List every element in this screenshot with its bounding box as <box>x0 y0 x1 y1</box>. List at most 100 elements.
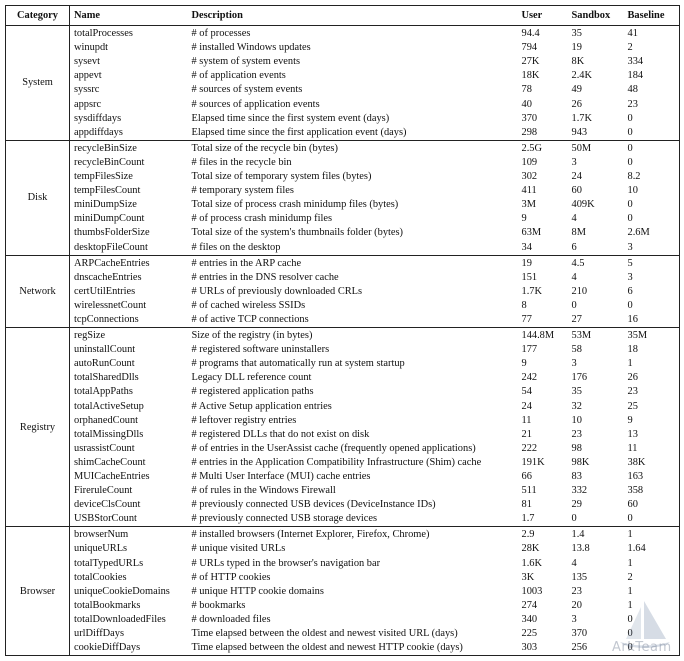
baseline-cell: 0 <box>623 298 680 313</box>
description-cell: # of process crash minidump files <box>191 213 333 225</box>
sandbox-cell: 98 <box>571 442 582 454</box>
table-row: Network ARPCacheEntries # entries in the A… <box>5 255 680 328</box>
baseline-cell: 6 <box>623 284 680 299</box>
description-cell: Total size of temporary system files (by… <box>191 171 372 183</box>
description-cell: # installed browsers (Internet Explorer,… <box>191 529 430 541</box>
description-cell: # installed Windows updates <box>191 42 311 54</box>
name-cell: wirelessnetCount <box>74 299 147 311</box>
table-row: totalDownloadedFiles # downloaded files 34… <box>6 612 680 627</box>
description-cell: # of application events <box>191 70 286 82</box>
description-cell: # files on the desktop <box>187 240 518 256</box>
baseline-cell: 163 <box>623 469 680 484</box>
sandbox-cell: 943 <box>567 125 624 141</box>
user-cell: 370 <box>521 112 538 124</box>
table-row: Disk recycleBinSize Total size of the recy… <box>5 140 680 256</box>
name-cell: dnscacheEntries <box>74 271 142 283</box>
description-cell: Elapsed time since the first application… <box>187 125 518 141</box>
baseline-cell: 0 <box>623 198 680 213</box>
name-cell: uniqueCookieDomains <box>74 585 170 597</box>
description-cell: # of active TCP connections <box>187 312 518 328</box>
header-user: User <box>517 5 568 26</box>
sandbox-cell: 13.8 <box>571 543 590 555</box>
sandbox-cell: 176 <box>571 372 588 384</box>
description-cell: # entries in the ARP cache <box>191 257 302 269</box>
name-cell: totalCookies <box>74 571 127 583</box>
category-cell: Registry <box>5 327 70 528</box>
sandbox-cell: 2.4K <box>571 70 593 82</box>
sandbox-cell: 98K <box>571 456 590 468</box>
baseline-cell: 0 <box>623 612 680 627</box>
user-cell: 3K <box>521 571 535 583</box>
description-cell: # of entries in the UserAssist cache (fr… <box>191 442 476 454</box>
name-cell: cookieDiffDays <box>69 641 188 657</box>
baseline-cell: 26 <box>623 371 680 386</box>
sandbox-cell: 83 <box>571 471 582 482</box>
name-cell: appdiffdays <box>69 125 188 141</box>
sandbox-cell: 26 <box>571 98 582 110</box>
user-cell: 2.5G <box>521 142 543 154</box>
sandbox-cell: 58 <box>571 344 582 356</box>
table-row: tempFilesCount # temporary system files 41… <box>6 184 680 199</box>
baseline-cell: 3 <box>623 240 680 256</box>
table-row: uniqueURLs # unique visited URLs 28K 13.8 1.… <box>6 542 680 557</box>
sandbox-cell: 6 <box>567 240 624 256</box>
description-cell: # Active Setup application entries <box>191 400 332 412</box>
sandbox-cell: 10 <box>571 414 582 426</box>
name-cell: usrassistCount <box>74 442 135 454</box>
name-cell: sysevt <box>74 56 100 68</box>
description-cell: # previously connected USB storage devic… <box>187 512 518 528</box>
sandbox-cell: 210 <box>571 285 588 297</box>
table-row: Registry regSize Size of the registry (in … <box>5 327 680 528</box>
name-cell: miniDumpSize <box>74 199 137 211</box>
table-row: totalCookies # of HTTP cookies 3K 135 2 <box>6 570 680 585</box>
name-cell: desktopFileCount <box>69 240 188 256</box>
category-cell: Network <box>5 255 70 328</box>
table-row: autoRunCount # programs that automaticall… <box>6 357 680 372</box>
category-cell: Disk <box>5 140 70 256</box>
user-cell: 40 <box>521 98 532 110</box>
user-cell: 77 <box>517 312 568 328</box>
baseline-cell: 25 <box>623 399 680 414</box>
baseline-cell: 5 <box>623 255 680 271</box>
sandbox-cell: 135 <box>571 571 588 583</box>
user-cell: 511 <box>521 485 537 497</box>
user-cell: 177 <box>521 344 538 356</box>
description-cell: # Multi User Interface (MUI) cache entri… <box>191 471 371 482</box>
user-cell: 78 <box>521 84 532 96</box>
table-row: appsrc # sources of application events 40 2… <box>6 97 680 112</box>
description-cell: # URLs typed in the browser's navigation… <box>191 557 381 569</box>
baseline-cell: 35M <box>623 327 680 344</box>
description-cell: Time elapsed between the oldest and newe… <box>191 628 458 640</box>
baseline-cell: 0 <box>623 212 680 227</box>
user-cell: 1.7 <box>517 512 568 528</box>
description-cell: Total size of process crash minidump fil… <box>191 199 399 211</box>
user-cell: 66 <box>521 471 532 482</box>
sandbox-cell: 50M <box>571 142 592 154</box>
name-cell: totalSharedDlls <box>74 372 139 384</box>
name-cell: autoRunCount <box>74 358 135 370</box>
sandbox-cell: 23 <box>571 428 582 440</box>
sandbox-cell: 4 <box>571 557 577 569</box>
sandbox-cell: 3 <box>571 156 577 168</box>
baseline-cell: 18 <box>623 343 680 358</box>
user-cell: 34 <box>517 240 568 256</box>
sandbox-cell: 4 <box>571 271 577 283</box>
name-cell: certUtilEntries <box>74 285 136 297</box>
baseline-cell: 1 <box>623 357 680 372</box>
baseline-cell: 0 <box>623 111 680 126</box>
name-cell: recycleBinCount <box>74 156 145 168</box>
user-cell: 1003 <box>521 585 543 597</box>
description-cell: # unique HTTP cookie domains <box>191 585 324 597</box>
description-cell: Time elapsed between the oldest and newe… <box>187 641 518 657</box>
baseline-cell: 0 <box>623 626 680 642</box>
sandbox-cell: 24 <box>571 171 582 183</box>
sandbox-cell: 8M <box>571 227 586 239</box>
sandbox-cell: 4.5 <box>571 257 585 269</box>
table-row: usrassistCount # of entries in the UserAs… <box>6 441 680 456</box>
user-cell: 3M <box>521 199 536 211</box>
name-cell: miniDumpCount <box>74 213 145 225</box>
table-row: USBStorCount # previously connected USB s… <box>6 512 680 528</box>
name-cell: tempFilesCount <box>74 185 141 197</box>
table-row: uniqueCookieDomains # unique HTTP cookie … <box>6 584 680 599</box>
description-cell: # unique visited URLs <box>191 543 286 555</box>
